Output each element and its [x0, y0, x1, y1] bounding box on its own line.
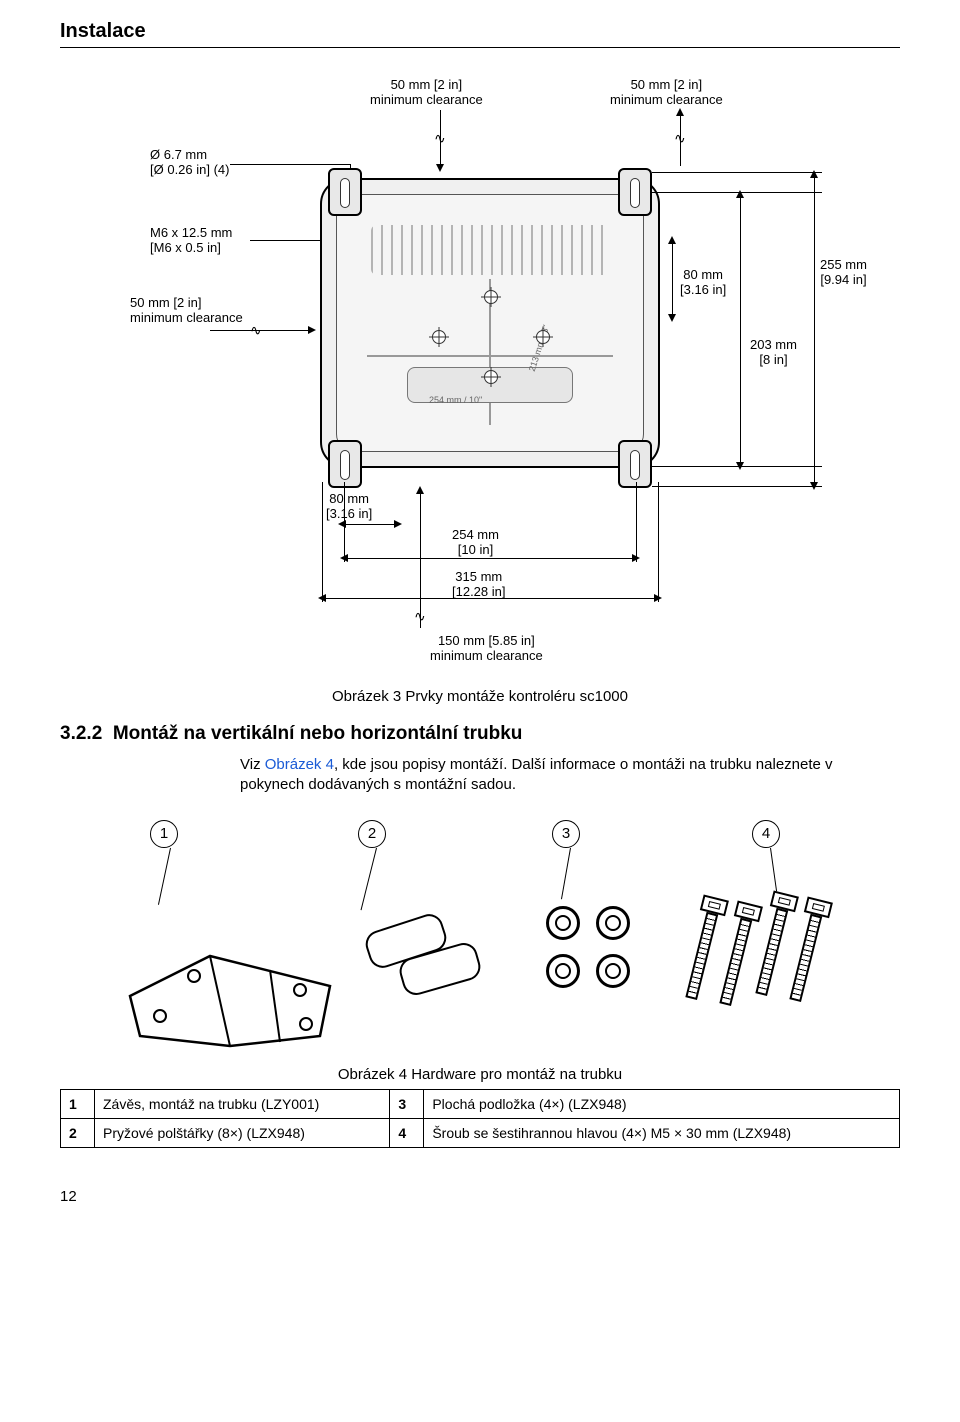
part-number: 2 [61, 1118, 95, 1147]
section-paragraph: Viz Obrázek 4, kde jsou popisy montáží. … [240, 755, 880, 796]
controller-body: 254 mm / 10" 213 mm / 8" [320, 178, 660, 468]
mount-hole-icon [432, 330, 446, 344]
ext-line [652, 486, 822, 487]
break-symbol: ∿ [434, 130, 446, 147]
mount-hole-icon [484, 290, 498, 304]
callout-bubble-3: 3 [552, 820, 580, 848]
mount-bracket [618, 440, 652, 488]
figure-4-link[interactable]: Obrázek 4 [265, 756, 334, 773]
part-desc: Závěs, montáž na trubku (LZY001) [95, 1089, 390, 1118]
break-symbol: ∿ [250, 322, 262, 339]
figure-1-caption: Obrázek 3 Prvky montáže kontroléru sc100… [60, 688, 900, 705]
arrow-icon [416, 486, 424, 494]
dim-line [420, 488, 421, 628]
washer-icon [596, 906, 630, 940]
break-symbol: ∿ [674, 130, 686, 147]
label-h-pitch: 80 mm[3.16 in] [326, 492, 372, 522]
label-height-overall: 255 mm[9.94 in] [820, 258, 867, 288]
dim-line [814, 172, 815, 486]
part-desc: Pryžové polštářky (8×) (LZX948) [95, 1118, 390, 1147]
ext-line [652, 192, 822, 193]
ext-line [636, 482, 637, 562]
mount-bracket [328, 440, 362, 488]
label-hole-diameter: Ø 6.7 mm[Ø 0.26 in] (4) [150, 148, 229, 178]
label-width-body: 254 mm[10 in] [452, 528, 499, 558]
label-top-clearance-right: 50 mm [2 in]minimum clearance [610, 78, 723, 108]
label-height-body: 203 mm[8 in] [750, 338, 797, 368]
part-number: 4 [390, 1118, 424, 1147]
ext-line [658, 482, 659, 602]
label-top-clearance-left: 50 mm [2 in]minimum clearance [370, 78, 483, 108]
parts-table: 1 Závěs, montáž na trubku (LZY001) 3 Plo… [60, 1089, 900, 1148]
controller-inner: 254 mm / 10" 213 mm / 8" [336, 194, 644, 452]
dim-line [344, 558, 636, 559]
dim-line [322, 598, 658, 599]
label-width-overall: 315 mm[12.28 in] [452, 570, 506, 600]
callout-bubble-2: 2 [358, 820, 386, 848]
figure-1-mounting-diagram: 50 mm [2 in]minimum clearance 50 mm [2 i… [90, 78, 870, 678]
ext-line [344, 482, 345, 562]
section-title: Montáž na vertikální nebo horizontální t… [113, 723, 523, 744]
figure-2-caption: Obrázek 4 Hardware pro montáž na trubku [60, 1066, 900, 1083]
arrow-icon [394, 520, 402, 528]
leader-line [230, 164, 350, 165]
label-left-clearance: 50 mm [2 in]minimum clearance [130, 296, 243, 326]
inner-ruler-h: 254 mm / 10" [429, 395, 482, 405]
section-heading: 3.2.2 Montáž na vertikální nebo horizont… [60, 723, 900, 745]
label-thread-spec: M6 x 12.5 mm[M6 x 0.5 in] [150, 226, 232, 256]
table-row: 2 Pryžové polštářky (8×) (LZX948) 4 Šrou… [61, 1118, 900, 1147]
arrow-icon [668, 314, 676, 322]
callout-bubble-4: 4 [752, 820, 780, 848]
dim-line [672, 238, 673, 318]
page: Instalace 50 mm [2 in]minimum clearance … [0, 0, 960, 1235]
page-number: 12 [60, 1188, 900, 1205]
dim-line [740, 192, 741, 466]
arrow-icon [668, 236, 676, 244]
label-v-pitch: 80 mm[3.16 in] [680, 268, 726, 298]
section-number: 3.2.2 [60, 723, 102, 744]
part-number: 3 [390, 1089, 424, 1118]
arrow-icon [436, 164, 444, 172]
ext-line [652, 466, 822, 467]
vent-hatch [371, 225, 609, 275]
callout-bubble-1: 1 [150, 820, 178, 848]
label-bottom-clearance: 150 mm [5.85 in]minimum clearance [430, 634, 543, 664]
cross-rib-h [367, 355, 613, 357]
mount-hole-icon [536, 330, 550, 344]
part-desc: Plochá podložka (4×) (LZX948) [424, 1089, 900, 1118]
arrow-icon [308, 326, 316, 334]
bracket-plate-icon [120, 906, 350, 1056]
leader-line [561, 847, 571, 898]
leader-line [158, 847, 171, 904]
washer-icon [546, 906, 580, 940]
washer-icon [546, 954, 580, 988]
mount-bracket [328, 168, 362, 216]
ext-line [652, 172, 822, 173]
part-desc: Šroub se šestihrannou hlavou (4×) M5 × 3… [424, 1118, 900, 1147]
leader-line [361, 847, 377, 909]
mount-hole-icon [484, 370, 498, 384]
page-header-title: Instalace [60, 20, 900, 43]
break-symbol: ∿ [414, 608, 426, 625]
mount-bracket [618, 168, 652, 216]
part-number: 1 [61, 1089, 95, 1118]
para-prefix: Viz [240, 756, 265, 773]
arrow-icon [676, 108, 684, 116]
ext-line [322, 482, 323, 602]
header-rule [60, 47, 900, 48]
dim-line [342, 524, 398, 525]
washer-icon [596, 954, 630, 988]
leader-line [770, 847, 778, 895]
figure-2-hardware: 1 2 3 4 [90, 816, 870, 1056]
table-row: 1 Závěs, montáž na trubku (LZY001) 3 Plo… [61, 1089, 900, 1118]
